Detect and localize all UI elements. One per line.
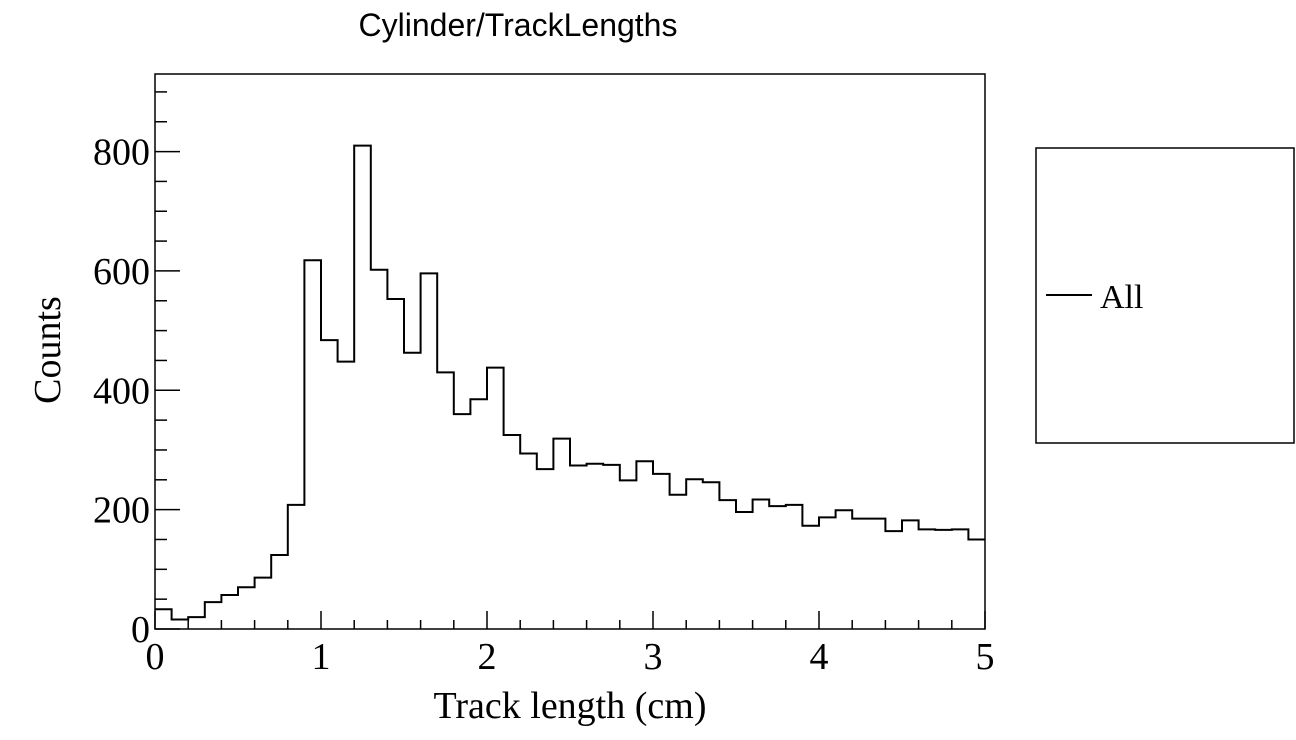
histogram-bin [935, 530, 952, 629]
histogram-bin [670, 495, 687, 629]
histogram-bin [172, 619, 189, 629]
x-tick-label: 0 [146, 636, 165, 678]
histogram-bin [387, 299, 404, 629]
histogram-bin [636, 461, 653, 629]
histogram-bin [686, 479, 703, 629]
x-axis-label: Track length (cm) [434, 685, 707, 727]
histogram-bin [421, 273, 438, 629]
histogram-bin [354, 146, 371, 629]
histogram-bin [321, 340, 338, 629]
histogram-bin [537, 469, 554, 629]
histogram-bin [736, 512, 753, 629]
histogram-bin [504, 435, 521, 629]
histogram-bin [238, 587, 255, 629]
histogram-bin [304, 260, 321, 629]
histogram-bin [404, 353, 421, 629]
histogram-bin [338, 362, 355, 629]
y-tick-label: 600 [93, 251, 150, 293]
histogram-bin [769, 506, 786, 629]
histogram-bin [852, 519, 869, 629]
histogram-bin [653, 474, 670, 629]
histogram-bin [753, 500, 770, 630]
legend: All [1035, 147, 1295, 444]
histogram-bin [885, 531, 902, 629]
histogram-bin [221, 595, 238, 629]
histogram-bin [454, 414, 471, 629]
histogram-bin [487, 368, 504, 629]
x-axis-tick-labels: 0 1 2 3 4 5 [146, 636, 995, 678]
histogram-bin [902, 520, 919, 629]
histogram-bin [703, 482, 720, 629]
histogram-bin [155, 609, 172, 629]
y-axis-ticks [155, 91, 180, 630]
y-tick-label: 200 [93, 490, 150, 532]
histogram-bins [155, 146, 985, 629]
histogram-bin [719, 500, 736, 629]
histogram-bin [188, 617, 205, 629]
histogram-bin [620, 480, 637, 629]
x-tick-label: 3 [644, 636, 663, 678]
histogram-bin [255, 578, 272, 629]
y-tick-label: 400 [93, 370, 150, 412]
histogram-bin [271, 555, 288, 629]
y-axis-tick-labels: 0 200 400 600 800 [93, 132, 150, 651]
histogram-bin [802, 526, 819, 629]
histogram-bin [570, 465, 587, 629]
histogram-bin [288, 505, 305, 629]
y-axis-label: Counts [27, 296, 69, 404]
histogram-bin [603, 465, 620, 629]
plot-frame [154, 73, 986, 630]
x-axis-ticks [154, 611, 986, 629]
histogram-bin [553, 439, 570, 629]
histogram-bin [437, 372, 454, 629]
histogram-bin [819, 517, 836, 629]
histogram-bin [371, 270, 388, 629]
histogram-bin [968, 539, 985, 629]
histogram-bin [786, 505, 803, 629]
histogram-bin [587, 464, 604, 629]
y-tick-label: 0 [131, 609, 150, 651]
histogram-bin [520, 454, 537, 629]
histogram-bin [919, 529, 936, 629]
histogram-bin [952, 529, 969, 629]
histogram-bin [205, 602, 222, 629]
y-tick-label: 800 [93, 132, 150, 174]
histogram-bin [869, 519, 886, 629]
histogram-series-all [155, 144, 985, 621]
x-tick-label: 4 [810, 636, 829, 678]
chart-title: Cylinder/TrackLengths [359, 7, 678, 43]
legend-label-all: All [1100, 279, 1143, 316]
x-tick-label: 2 [478, 636, 497, 678]
histogram-bin [470, 399, 487, 629]
x-tick-label: 5 [976, 636, 995, 678]
x-tick-label: 1 [312, 636, 331, 678]
histogram-bin [836, 510, 853, 629]
